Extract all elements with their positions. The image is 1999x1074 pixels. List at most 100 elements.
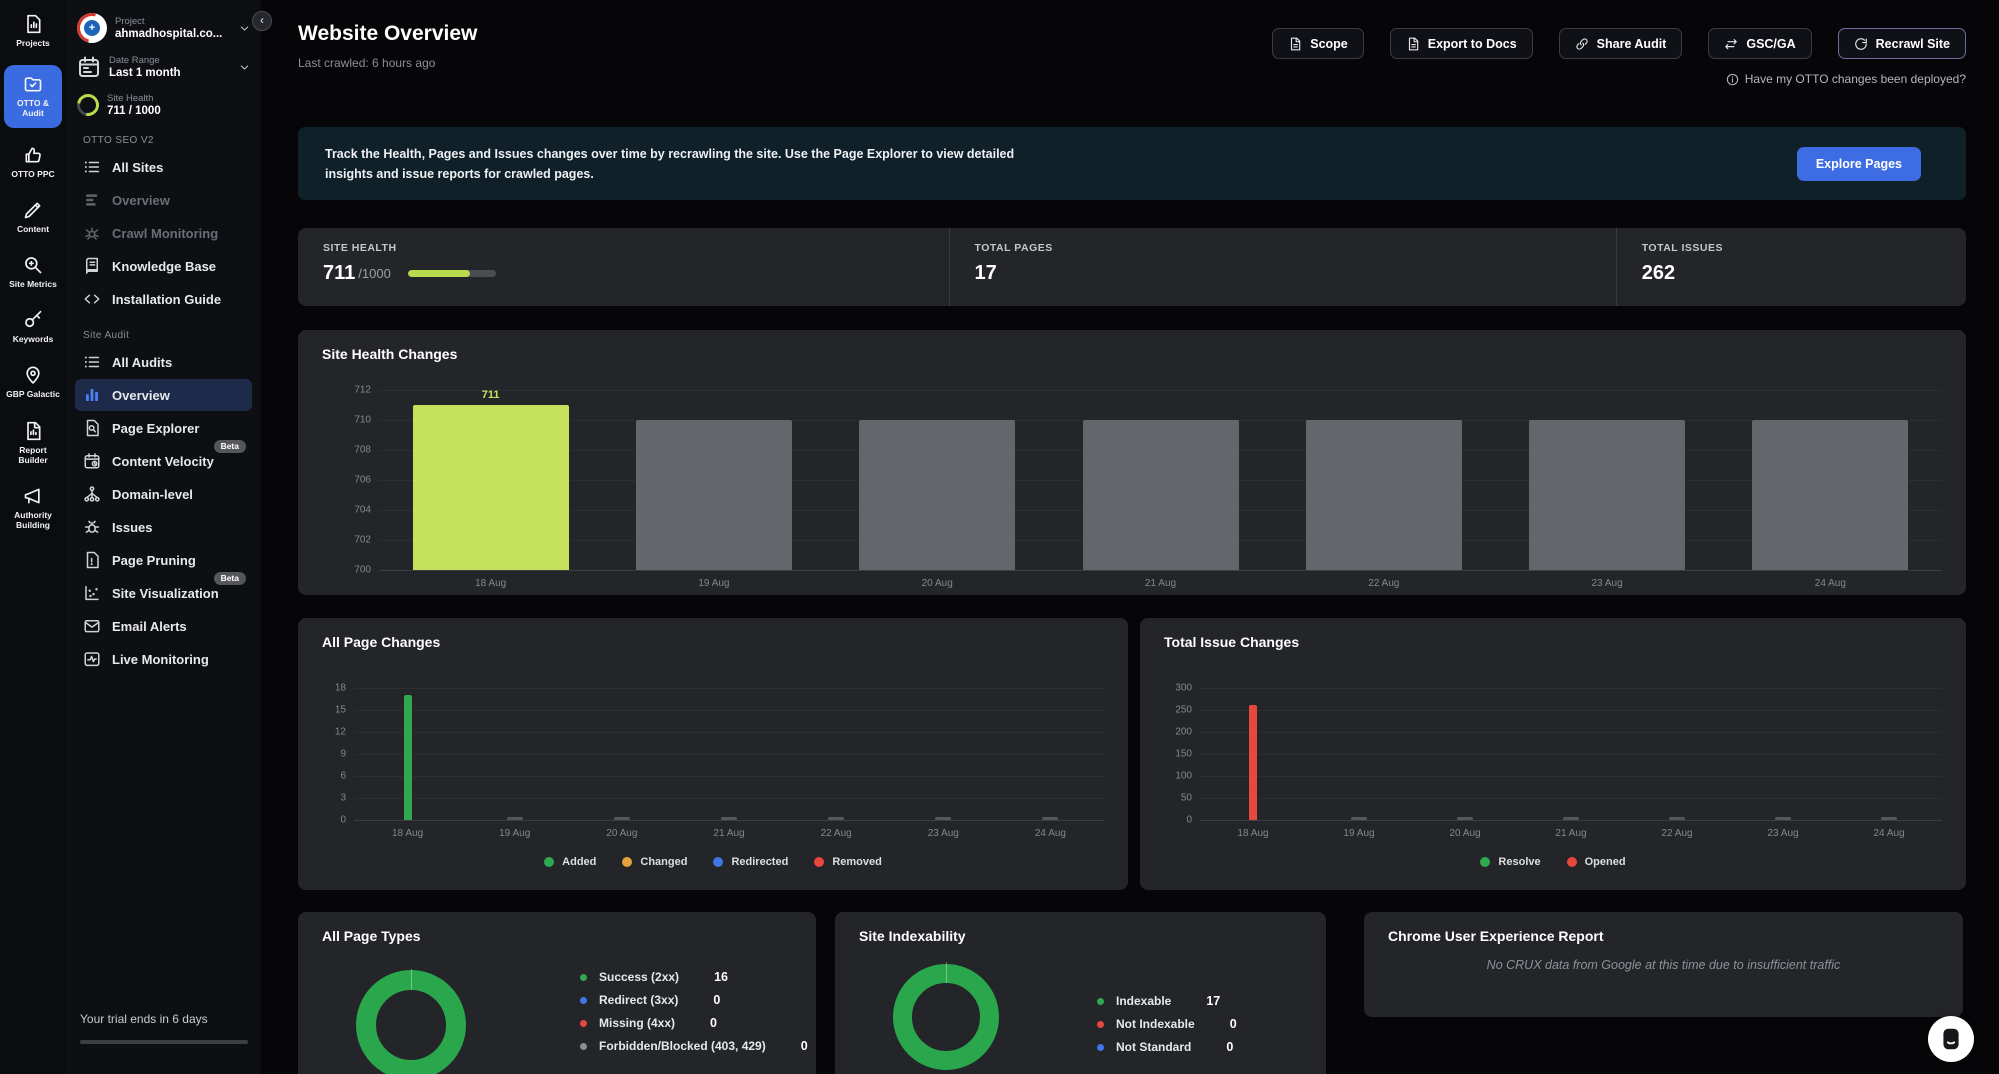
crux-title: Chrome User Experience Report <box>1388 928 1604 944</box>
total-issue-changes-chart: 300 250 200 150 100 50 0 18 Aug 19 Aug 20 Aug 21 A… <box>1175 683 1942 839</box>
legend-label: Missing (4xx) <box>599 1016 676 1030</box>
all-page-changes-card: All Page Changes 18 15 12 9 6 3 0 18 Aug 19 Aug 2… <box>298 618 1128 890</box>
crux-card: Chrome User Experience Report No CRUX da… <box>1364 912 1963 1017</box>
sidebar-item-overview[interactable]: Overview <box>75 379 252 411</box>
date-range-selector[interactable]: Date Range Last 1 month <box>75 52 252 82</box>
authority-icon <box>23 486 43 506</box>
share-audit-button[interactable]: Share Audit <box>1558 28 1683 59</box>
sidebar-item-overview[interactable]: Overview <box>75 184 252 216</box>
sidebar-item-domain-level[interactable]: Domain-level <box>75 478 252 510</box>
gridline <box>1200 776 1942 777</box>
rail-item-keywords[interactable]: Keywords <box>4 306 62 348</box>
legend-value: 0 <box>1226 1040 1234 1054</box>
legend-label: Redirect (3xx) <box>599 993 679 1007</box>
y-axis-tick: 712 <box>354 384 371 396</box>
sidebar-item-label: Overview <box>112 192 170 208</box>
chart-bar-stub <box>1563 817 1579 820</box>
chart-bar <box>403 695 412 820</box>
rail-item-otto-ppc[interactable]: OTTO PPC <box>4 141 62 183</box>
sidebar-collapse-button[interactable]: ‹ <box>252 11 272 31</box>
legend-label: Not Standard <box>1116 1040 1192 1054</box>
recrawl-site-button[interactable]: Recrawl Site <box>1837 28 1966 59</box>
info-icon <box>1726 73 1739 86</box>
donut-legend-row: Forbidden/Blocked (403, 429) 0 <box>580 1039 808 1053</box>
sidebar-item-site-visualization[interactable]: Site Visualization Beta <box>75 572 252 609</box>
gbp-icon <box>23 365 43 385</box>
scope-button[interactable]: Scope <box>1272 28 1364 59</box>
sidebar-section-title: Site Audit <box>83 330 130 341</box>
legend-dot <box>1097 1020 1104 1028</box>
trial-status: Your trial ends in 6 days <box>80 1012 248 1044</box>
chevron-down-icon[interactable] <box>239 23 250 34</box>
sidebar-item-label: Content Velocity <box>112 453 214 469</box>
y-axis-tick: 710 <box>354 414 371 426</box>
otto-audit-icon <box>23 74 43 94</box>
stat-value: 711 <box>323 262 356 284</box>
sidebar-item-all-audits[interactable]: All Audits <box>75 346 252 378</box>
sidebar-item-email-alerts[interactable]: Email Alerts <box>75 610 252 642</box>
hierarchy-icon <box>83 485 101 503</box>
sidebar-item-content-velocity[interactable]: Content Velocity Beta <box>75 440 252 477</box>
x-axis-label: 20 Aug <box>1449 828 1481 839</box>
chart-bar-stub <box>1351 817 1367 820</box>
legend-item-removed: Removed <box>814 856 882 868</box>
rail-item-content[interactable]: Content <box>4 196 62 238</box>
rail-item-label: OTTO PPC <box>11 168 55 179</box>
sidebar-item-issues[interactable]: Issues <box>75 511 252 543</box>
main-content: Website Overview Last crawled: 6 hours a… <box>261 0 1999 1074</box>
sidebar-item-label: Crawl Monitoring <box>112 225 219 241</box>
rows-icon <box>83 191 101 209</box>
rail-item-otto-audit[interactable]: OTTO & Audit <box>4 65 62 128</box>
rail-item-label: OTTO & Audit <box>17 98 49 119</box>
link-icon <box>1575 37 1589 51</box>
gridline <box>354 732 1104 733</box>
rail-item-label: Report Builder <box>18 444 48 465</box>
chat-launcher-button[interactable] <box>1928 1016 1974 1062</box>
gsc-ga-button[interactable]: GSC/GA <box>1708 28 1812 59</box>
rail-item-gbp-galactic[interactable]: GBP Galactic <box>4 361 62 403</box>
y-axis-tick: 15 <box>334 704 346 716</box>
chart-title: Site Health Changes <box>322 346 458 362</box>
chart-bar <box>412 405 569 570</box>
health-ring-icon <box>72 89 104 121</box>
sidebar-item-label: Issues <box>112 519 153 535</box>
rail-item-authority-building[interactable]: Authority Building <box>4 482 62 534</box>
sidebar-item-installation-guide[interactable]: Installation Guide <box>75 283 252 315</box>
legend-value: 16 <box>714 970 728 984</box>
otto-ppc-icon <box>23 145 43 165</box>
indexability-donut <box>893 962 999 1070</box>
export-to-docs-button[interactable]: Export to Docs <box>1389 28 1533 59</box>
explore-pages-button[interactable]: Explore Pages <box>1796 146 1921 181</box>
sidebar-section-title: OTTO SEO V2 <box>83 135 154 146</box>
donut-legend-row: Missing (4xx) 0 <box>580 1016 808 1030</box>
rail-item-projects[interactable]: Projects <box>4 10 62 52</box>
sidebar-item-page-pruning[interactable]: Page Pruning <box>75 544 252 576</box>
y-axis-tick: 50 <box>1180 792 1192 804</box>
doc-icon <box>1288 37 1302 51</box>
sidebar-item-page-explorer[interactable]: Page Explorer <box>75 412 252 444</box>
sidebar-item-crawl-monitoring[interactable]: Crawl Monitoring <box>75 217 252 249</box>
sidebar-item-knowledge-base[interactable]: Knowledge Base <box>75 250 252 282</box>
toolbar: Scope Export to Docs Share Audit GSC/GA Recr… <box>1272 28 1966 59</box>
sidebar-item-label: All Sites <box>112 159 164 175</box>
deploy-question[interactable]: Have my OTTO changes been deployed? <box>1726 72 1966 86</box>
rail-item-site-metrics[interactable]: Site Metrics <box>4 251 62 293</box>
list-icon <box>83 158 101 176</box>
legend-item-changed: Changed <box>622 856 687 868</box>
gridline <box>354 710 1104 711</box>
legend-label: Not Indexable <box>1116 1017 1195 1031</box>
gridline <box>379 570 1942 571</box>
arrows-icon <box>1724 37 1738 51</box>
legend-dot <box>1480 857 1491 867</box>
button-label: Scope <box>1310 36 1348 51</box>
report-builder-icon <box>23 421 43 441</box>
sidebar-item-all-sites[interactable]: All Sites <box>75 151 252 183</box>
y-axis-tick: 704 <box>354 504 371 516</box>
chevron-down-icon[interactable] <box>239 62 250 73</box>
bar-value-label: 711 <box>481 389 500 401</box>
y-axis-tick: 250 <box>1175 704 1192 716</box>
legend-dot <box>580 996 587 1004</box>
project-selector[interactable]: + Project ahmadhospital.co... <box>75 10 252 46</box>
rail-item-report-builder[interactable]: Report Builder <box>4 417 62 469</box>
sidebar-item-live-monitoring[interactable]: Live Monitoring <box>75 643 252 675</box>
